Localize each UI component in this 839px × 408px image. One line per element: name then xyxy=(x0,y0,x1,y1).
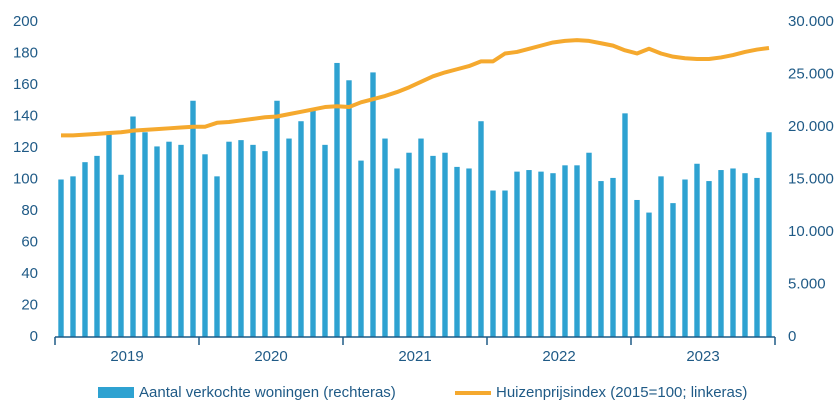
bar xyxy=(106,132,112,337)
y-tick-label: 180 xyxy=(13,44,38,61)
y2-tick-label: 25.000 xyxy=(788,65,834,82)
bar xyxy=(502,190,508,337)
bar xyxy=(646,212,652,337)
legend-label: Huizenprijsindex (2015=100; linkeras) xyxy=(496,384,747,401)
bar xyxy=(766,132,772,337)
bar xyxy=(586,152,592,337)
bar xyxy=(418,138,424,337)
bar xyxy=(550,173,556,337)
bar xyxy=(274,100,280,337)
y2-tick-label: 10.000 xyxy=(788,223,834,240)
bar xyxy=(406,152,412,337)
y-tick-label: 100 xyxy=(13,170,38,187)
bar xyxy=(262,151,268,337)
x-group-label: 2021 xyxy=(398,348,431,365)
bar xyxy=(94,155,100,337)
bar xyxy=(142,132,148,337)
bar xyxy=(322,144,328,337)
bar xyxy=(82,162,88,337)
bar xyxy=(286,138,292,337)
x-group-label: 2019 xyxy=(110,348,143,365)
y2-tick-label: 0 xyxy=(788,328,796,345)
bar xyxy=(370,72,376,338)
bar xyxy=(610,177,616,337)
bar xyxy=(742,173,748,337)
bar xyxy=(562,165,568,337)
bar xyxy=(394,168,400,337)
bar xyxy=(334,62,340,337)
bar xyxy=(514,171,520,337)
bar xyxy=(70,176,76,337)
bar xyxy=(442,152,448,337)
bar xyxy=(214,176,220,337)
bar xyxy=(454,166,460,337)
bar xyxy=(298,121,304,337)
bar xyxy=(754,177,760,337)
x-group-label: 2023 xyxy=(686,348,719,365)
bar xyxy=(238,140,244,337)
bar xyxy=(706,181,712,337)
y2-tick-label: 20.000 xyxy=(788,118,834,135)
bar xyxy=(490,190,496,337)
x-group-label: 2020 xyxy=(254,348,287,365)
y2-tick-label: 5.000 xyxy=(788,275,826,292)
y-tick-label: 60 xyxy=(21,233,38,250)
bar xyxy=(730,168,736,337)
bar xyxy=(58,179,64,337)
bar xyxy=(622,113,628,337)
bar xyxy=(574,165,580,337)
bar xyxy=(670,203,676,337)
bar xyxy=(718,170,724,337)
bar xyxy=(430,155,436,337)
y-tick-label: 160 xyxy=(13,76,38,93)
x-group-label: 2022 xyxy=(542,348,575,365)
bar xyxy=(634,199,640,337)
bar xyxy=(154,146,160,337)
y-tick-label: 140 xyxy=(13,107,38,124)
line xyxy=(61,38,770,138)
bar xyxy=(466,168,472,337)
bar xyxy=(118,174,124,337)
y-tick-label: 20 xyxy=(21,296,38,313)
bar xyxy=(658,176,664,337)
legend-label: Aantal verkochte woningen (rechteras) xyxy=(139,384,396,401)
y-tick-label: 120 xyxy=(13,139,38,156)
bar xyxy=(598,181,604,337)
bar xyxy=(526,170,532,337)
bar xyxy=(382,138,388,337)
bar xyxy=(694,163,700,337)
y-tick-label: 0 xyxy=(30,328,38,345)
bar xyxy=(310,108,316,337)
y-tick-label: 80 xyxy=(21,202,38,219)
bar xyxy=(682,179,688,337)
bar xyxy=(358,160,364,337)
bar xyxy=(190,100,196,337)
bar xyxy=(226,141,232,337)
bar xyxy=(478,121,484,337)
bar xyxy=(178,144,184,337)
legend-swatch xyxy=(98,387,134,398)
bar xyxy=(130,116,136,337)
y2-tick-label: 30.000 xyxy=(788,13,834,30)
bar xyxy=(346,80,352,338)
y-tick-label: 40 xyxy=(21,265,38,282)
y-tick-label: 200 xyxy=(13,13,38,30)
bar xyxy=(538,171,544,337)
bar xyxy=(202,154,208,337)
bar xyxy=(250,144,256,337)
y2-tick-label: 15.000 xyxy=(788,170,834,187)
bar xyxy=(166,141,172,337)
